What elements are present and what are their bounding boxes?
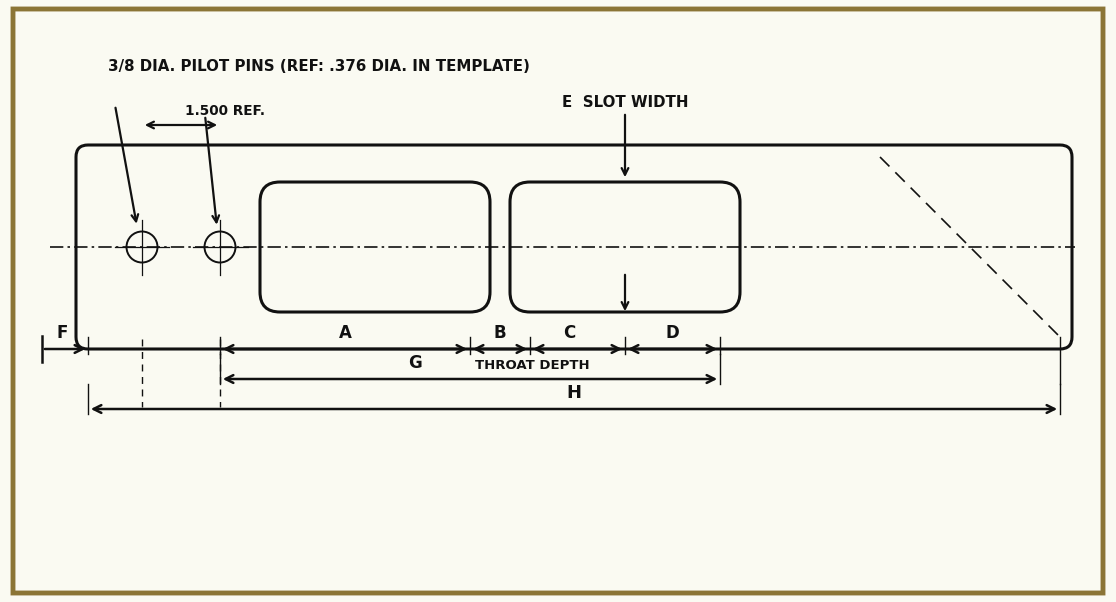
FancyBboxPatch shape [510,182,740,312]
Text: D: D [665,324,680,342]
FancyBboxPatch shape [13,9,1103,593]
Text: 1.500 REF.: 1.500 REF. [185,104,264,118]
Text: 3/8 DIA. PILOT PINS (REF: .376 DIA. IN TEMPLATE): 3/8 DIA. PILOT PINS (REF: .376 DIA. IN T… [108,59,530,74]
Text: E  SLOT WIDTH: E SLOT WIDTH [562,95,689,110]
Text: F: F [56,324,68,342]
Text: THROAT DEPTH: THROAT DEPTH [475,359,589,372]
Text: H: H [567,384,581,402]
Text: A: A [338,324,352,342]
FancyBboxPatch shape [76,145,1072,349]
Text: G: G [408,354,422,372]
FancyBboxPatch shape [260,182,490,312]
Text: C: C [564,324,576,342]
Text: B: B [493,324,507,342]
